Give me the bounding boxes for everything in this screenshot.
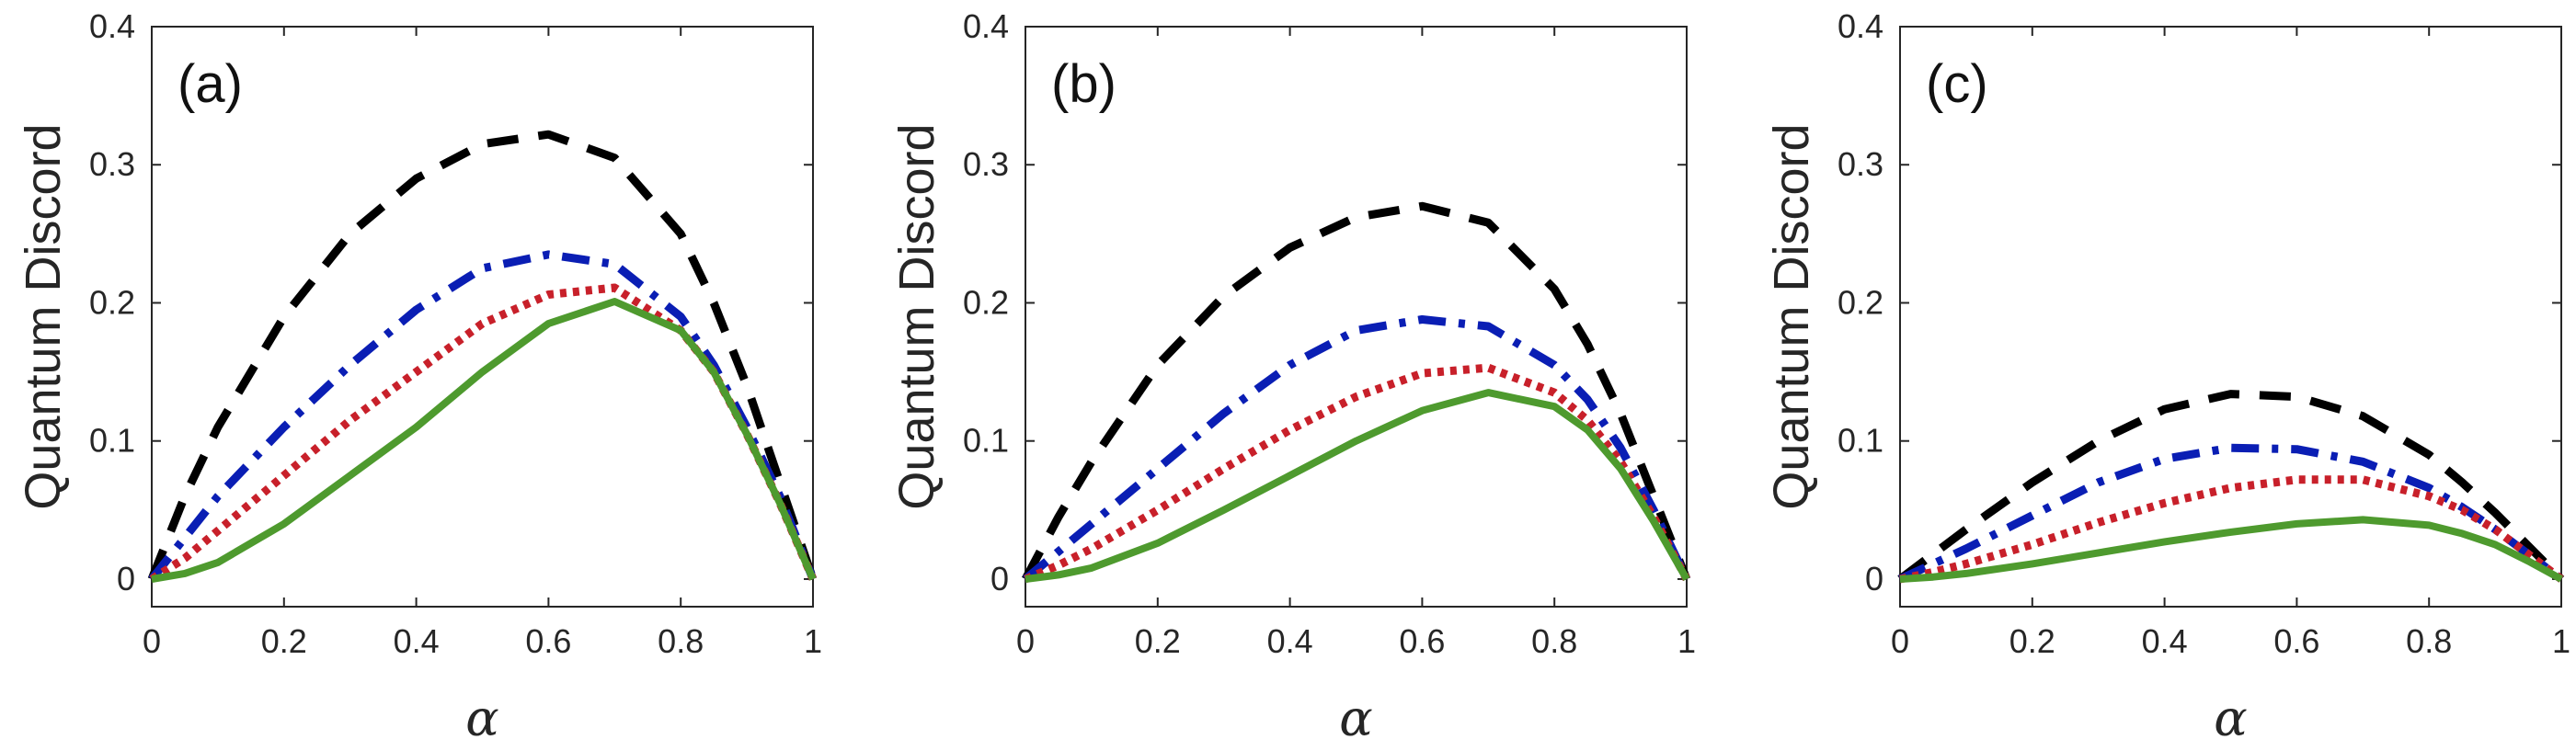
y-tick-label: 0.3: [1838, 145, 1883, 183]
series-green-solid: [151, 298, 817, 583]
x-tick-label: 0.8: [1531, 622, 1577, 660]
panel-label: (a): [177, 54, 243, 114]
axes-box: [1025, 26, 1688, 608]
y-tick-label: 0.4: [963, 7, 1009, 45]
x-tick-label: 0: [143, 622, 161, 660]
series-red-dotted: [1024, 363, 1690, 584]
x-tick-label: 1: [804, 622, 822, 660]
series-black-dashed: [1022, 201, 1691, 582]
y-tick-label: 0.4: [89, 7, 135, 45]
y-tick-label: 0.2: [963, 283, 1009, 321]
y-tick-label: 0: [990, 560, 1009, 597]
x-tick-label: 0.4: [394, 622, 440, 660]
x-tick-label: 0: [1891, 622, 1909, 660]
y-axis-label: Quantum Discord: [16, 123, 71, 509]
series-green-solid: [1025, 389, 1690, 583]
series-black-dashed: [147, 130, 818, 581]
y-axis-label: Quantum Discord: [889, 123, 945, 509]
x-axis-label: α: [2214, 689, 2247, 747]
panel-label: (b): [1051, 54, 1116, 114]
y-tick-label: 0: [1865, 560, 1883, 597]
x-tick-label: 1: [1677, 622, 1696, 660]
y-tick-label: 0.1: [963, 422, 1009, 460]
series-red-dotted: [1899, 475, 2564, 584]
x-tick-label: 0.2: [261, 622, 307, 660]
panel-c: 0 0.2 0.4 0.6 0.8 1 0 0.1 0.2 0.3 0.4 (c) α Quantum D…: [1764, 7, 2570, 747]
x-tick-label: 0.4: [1267, 622, 1313, 660]
axes-box: [1899, 26, 2562, 608]
x-axis-label: α: [465, 689, 498, 747]
y-tick-label: 0.2: [89, 283, 135, 321]
panel-b: 0 0.2 0.4 0.6 0.8 1 0 0.1 0.2 0.3 0.4 (b) α Quantum D…: [889, 7, 1696, 747]
x-tick-label: 0.8: [658, 622, 704, 660]
panel-a: 0 0.2 0.4 0.6 0.8 1 0 0.1 0.2 0.3 0.4 (a) α Quantum D…: [16, 7, 822, 747]
x-axis-label: α: [1339, 689, 1372, 747]
series-black-dashed: [1897, 390, 2565, 583]
y-tick-label: 0.3: [963, 145, 1009, 183]
x-tick-label: 1: [2552, 622, 2570, 660]
x-tick-label: 0.6: [525, 622, 571, 660]
axes-box: [151, 26, 814, 608]
y-axis-label: Quantum Discord: [1764, 123, 1819, 509]
x-tick-label: 0.6: [2273, 622, 2319, 660]
y-tick-label: 0.1: [1838, 422, 1883, 460]
y-tick-label: 0.3: [89, 145, 135, 183]
y-tick-label: 0: [117, 560, 135, 597]
x-tick-label: 0.6: [1399, 622, 1445, 660]
x-tick-label: 0.8: [2406, 622, 2452, 660]
x-tick-label: 0: [1016, 622, 1035, 660]
series-green-solid: [1899, 516, 2563, 583]
x-tick-label: 0.2: [1135, 622, 1181, 660]
panel-label: (c): [1926, 54, 1988, 114]
x-tick-label: 0.4: [2142, 622, 2188, 660]
series-blue-dashdot: [1023, 315, 1691, 583]
y-tick-label: 0.2: [1838, 283, 1883, 321]
x-tick-label: 0.2: [2009, 622, 2055, 660]
y-tick-label: 0.1: [89, 422, 135, 460]
series-blue-dashdot: [1898, 443, 2564, 584]
y-tick-label: 0.4: [1838, 7, 1883, 45]
